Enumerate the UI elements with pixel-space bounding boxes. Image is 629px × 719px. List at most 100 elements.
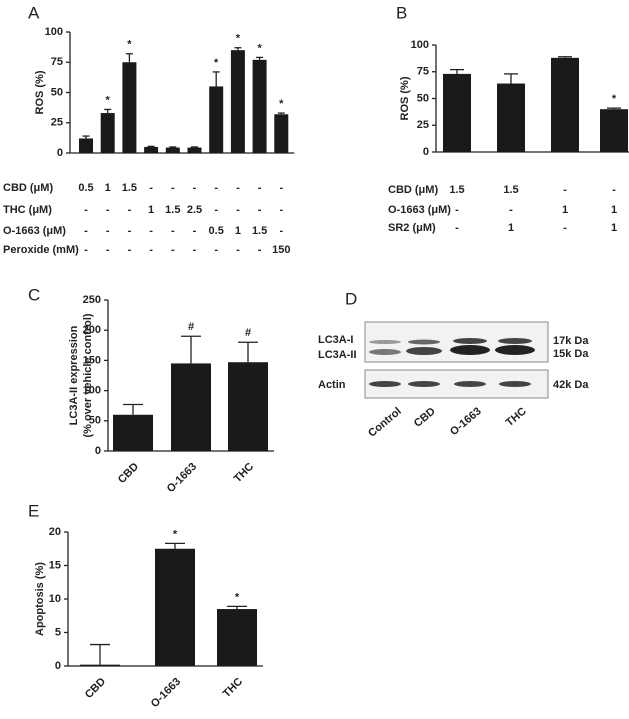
bar xyxy=(497,83,525,152)
bar xyxy=(155,548,195,666)
y-tick-label: 50 xyxy=(417,92,429,104)
condition-cell: 1.5 xyxy=(449,184,464,196)
condition-cell: - xyxy=(193,182,197,194)
condition-cell: 0.5 xyxy=(209,225,224,237)
condition-cell: - xyxy=(171,244,175,256)
condition-label: THC (μM) xyxy=(3,204,52,216)
x-tick-label: THC xyxy=(221,676,246,701)
condition-label: O-1663 (μM) xyxy=(388,204,451,216)
condition-cell: - xyxy=(612,184,616,196)
y-tick-label: 100 xyxy=(83,385,101,397)
bar xyxy=(600,109,628,152)
condition-cell: - xyxy=(279,225,283,237)
condition-label: CBD (μM) xyxy=(388,184,438,196)
bar xyxy=(165,147,180,153)
annotation: * xyxy=(173,528,178,540)
annotation: * xyxy=(214,57,219,69)
condition-label: CBD (μM) xyxy=(3,182,53,194)
bar xyxy=(187,147,202,153)
condition-cell: - xyxy=(214,182,218,194)
condition-cell: 1 xyxy=(611,222,617,234)
bar xyxy=(171,363,211,451)
condition-cell: 0.5 xyxy=(78,182,93,194)
condition-cell: 1.5 xyxy=(122,182,137,194)
condition-cell: - xyxy=(128,225,132,237)
condition-cell: - xyxy=(258,244,262,256)
bar xyxy=(551,57,579,153)
y-tick-label: 0 xyxy=(95,445,101,457)
annotation: # xyxy=(245,327,251,339)
condition-cell: - xyxy=(258,204,262,216)
annotation: * xyxy=(236,33,241,45)
condition-cell: - xyxy=(214,244,218,256)
bar xyxy=(122,62,137,153)
lane-label: Control xyxy=(366,405,404,439)
size-label: 15k Da xyxy=(553,348,589,360)
condition-cell: - xyxy=(279,204,283,216)
y-axis-label: ROS (%) xyxy=(34,70,46,114)
condition-label: SR2 (μM) xyxy=(388,222,436,234)
condition-cell: - xyxy=(84,244,88,256)
lane-label: CBD xyxy=(412,405,438,430)
condition-cell: - xyxy=(236,244,240,256)
y-tick-label: 10 xyxy=(49,593,61,605)
y-axis-label: LC3A-II expression xyxy=(68,325,80,425)
condition-cell: - xyxy=(563,222,567,234)
y-tick-label: 15 xyxy=(49,559,61,571)
bar xyxy=(100,113,115,153)
y-tick-label: 75 xyxy=(417,66,429,78)
condition-cell: - xyxy=(258,182,262,194)
condition-cell: - xyxy=(171,182,175,194)
y-tick-label: 100 xyxy=(411,39,429,51)
bar xyxy=(113,414,153,451)
y-tick-label: 0 xyxy=(423,146,429,158)
bar xyxy=(252,59,267,153)
condition-cell: 2.5 xyxy=(187,204,202,216)
condition-cell: 150 xyxy=(272,244,290,256)
condition-cell: - xyxy=(149,225,153,237)
x-tick-label: O-1663 xyxy=(165,461,199,495)
condition-cell: - xyxy=(106,204,110,216)
y-tick-label: 0 xyxy=(55,660,61,672)
bar xyxy=(80,664,120,666)
condition-cell: - xyxy=(128,204,132,216)
condition-cell: 1 xyxy=(105,182,111,194)
bar xyxy=(79,138,93,153)
condition-cell: - xyxy=(193,225,197,237)
condition-label: O-1663 (μM) xyxy=(3,225,66,237)
condition-cell: 1 xyxy=(508,222,514,234)
condition-cell: - xyxy=(509,204,513,216)
panel-letter: D xyxy=(345,289,357,308)
x-tick-label: CBD xyxy=(116,461,141,486)
condition-cell: 1.5 xyxy=(503,184,518,196)
y-tick-label: 200 xyxy=(83,324,101,336)
condition-cell: - xyxy=(128,244,132,256)
y-tick-label: 0 xyxy=(57,147,63,159)
annotation: * xyxy=(127,39,132,51)
condition-cell: - xyxy=(84,225,88,237)
condition-label: Peroxide (mM) xyxy=(3,244,79,256)
size-label: 17k Da xyxy=(553,335,589,347)
condition-cell: - xyxy=(84,204,88,216)
bar xyxy=(230,50,245,153)
band-label: LC3A-II xyxy=(318,349,357,361)
bar xyxy=(209,86,224,153)
x-tick-label: CBD xyxy=(83,676,108,701)
y-tick-label: 50 xyxy=(89,415,101,427)
condition-cell: - xyxy=(236,204,240,216)
y-tick-label: 25 xyxy=(417,119,429,131)
bar xyxy=(443,73,471,152)
x-tick-label: O-1663 xyxy=(149,676,183,710)
panel-letter: C xyxy=(28,285,40,304)
condition-cell: - xyxy=(214,204,218,216)
condition-cell: 1.5 xyxy=(165,204,180,216)
y-tick-label: 20 xyxy=(49,526,61,538)
condition-cell: - xyxy=(455,204,459,216)
bands xyxy=(369,338,535,387)
y-tick-label: 75 xyxy=(51,56,63,68)
y-tick-label: 250 xyxy=(83,294,101,306)
size-label: 42k Da xyxy=(553,379,589,391)
annotation: * xyxy=(612,93,617,105)
bar xyxy=(217,609,257,666)
